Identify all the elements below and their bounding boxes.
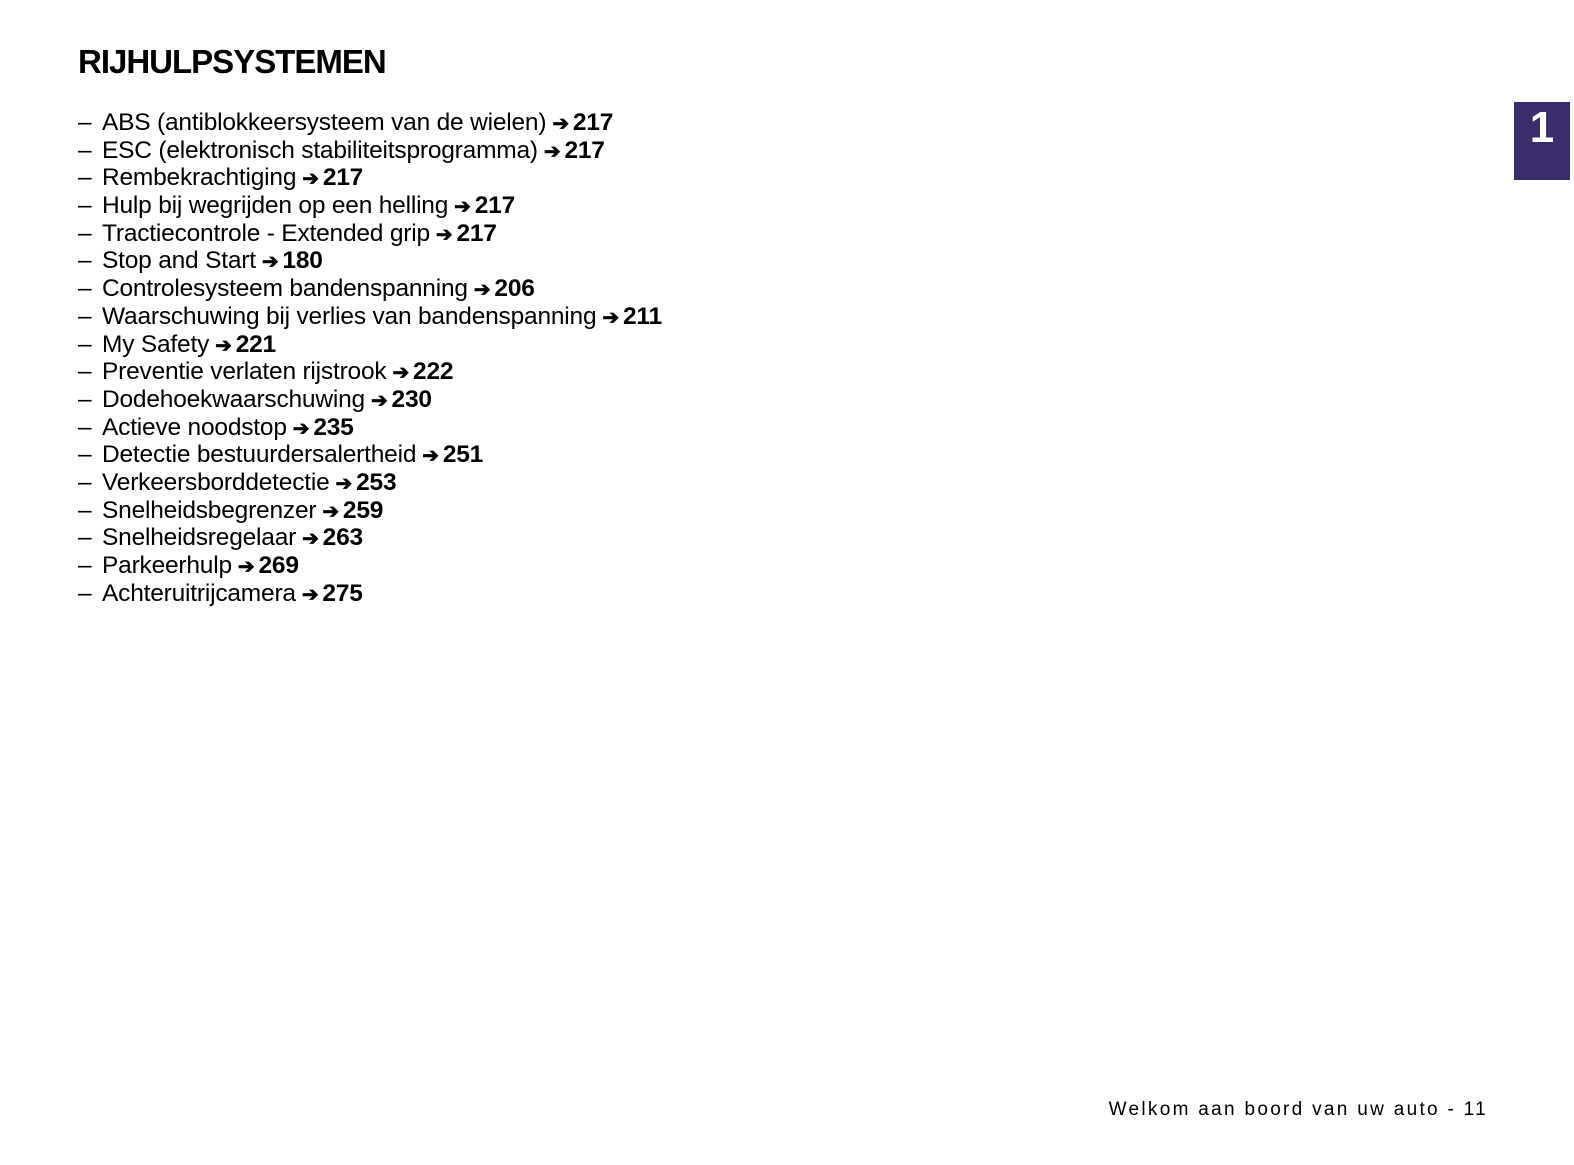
bullet-dash: – — [78, 358, 92, 386]
bullet-dash: – — [78, 413, 92, 441]
item-label: My Safety — [102, 330, 210, 358]
chapter-tab: 1 — [1514, 102, 1570, 180]
arrow-right-icon: ➔ — [454, 196, 471, 219]
item-label: Snelheidsbegrenzer — [102, 496, 317, 524]
page-reference[interactable]: 235 — [313, 413, 354, 441]
page-reference[interactable]: 180 — [282, 247, 323, 275]
list-item[interactable]: – Preventie verlaten rijstrook ➔ 222 — [78, 358, 662, 386]
list-item[interactable]: – Controlesysteem bandenspanning ➔ 206 — [78, 275, 662, 303]
page-reference[interactable]: 222 — [413, 358, 454, 386]
list-item[interactable]: – Achteruitrijcamera ➔ 275 — [78, 580, 662, 608]
page-reference[interactable]: 217 — [572, 109, 614, 136]
item-label: Waarschuwing bij verlies van bandenspann… — [102, 302, 597, 330]
list-item[interactable]: – Rembekrachtiging ➔ 217 — [78, 164, 662, 192]
item-label: Controlesysteem bandenspanning — [102, 275, 468, 303]
arrow-right-icon: ➔ — [301, 583, 319, 606]
list-item[interactable]: – Dodehoekwaarschuwing ➔ 230 — [78, 386, 662, 414]
item-label: Preventie verlaten rijstrook — [102, 358, 387, 386]
item-label: ESC (elektronisch stabiliteitsprogramma) — [102, 136, 538, 164]
page-reference[interactable]: 253 — [356, 468, 397, 496]
arrow-right-icon: ➔ — [543, 140, 561, 163]
page-title: RIJHULPSYSTEMEN — [78, 43, 387, 80]
list-item[interactable]: – Parkeerhulp ➔ 269 — [78, 552, 662, 580]
item-label: Actieve noodstop — [102, 413, 287, 441]
arrow-right-icon: ➔ — [322, 500, 339, 523]
item-label: Parkeerhulp — [102, 552, 232, 579]
page-reference[interactable]: 217 — [456, 219, 497, 247]
bullet-dash: – — [78, 524, 92, 552]
page-reference[interactable]: 217 — [474, 192, 516, 220]
bullet-dash: – — [78, 496, 92, 524]
page-reference[interactable]: 221 — [235, 330, 276, 358]
bullet-dash: – — [78, 330, 92, 358]
arrow-right-icon: ➔ — [370, 389, 388, 412]
arrow-right-icon: ➔ — [261, 251, 279, 274]
bullet-dash: – — [78, 385, 92, 413]
list-item[interactable]: – Waarschuwing bij verlies van bandenspan… — [78, 303, 662, 331]
page-footer: Welkom aan boord van uw auto - 11 — [1108, 1099, 1488, 1120]
page-reference[interactable]: 263 — [322, 524, 363, 552]
list-item[interactable]: – Detectie bestuurdersalertheid ➔ 251 — [78, 441, 662, 469]
list-item[interactable]: – Verkeersborddetectie ➔ 253 — [78, 469, 662, 497]
arrow-right-icon: ➔ — [302, 168, 319, 191]
arrow-right-icon: ➔ — [552, 113, 569, 135]
arrow-right-icon: ➔ — [335, 472, 353, 495]
bullet-dash: – — [78, 219, 92, 247]
list-item[interactable]: – Hulp bij wegrijden op een helling ➔ 217 — [78, 192, 662, 220]
item-label: Verkeersborddetectie — [102, 468, 330, 496]
item-label: Dodehoekwaarschuwing — [102, 385, 365, 413]
bullet-dash: – — [78, 441, 92, 469]
page-reference[interactable]: 206 — [494, 275, 535, 303]
arrow-right-icon: ➔ — [237, 556, 255, 578]
page-reference[interactable]: 275 — [322, 579, 363, 607]
bullet-dash: – — [78, 164, 92, 192]
item-label: ABS (antiblokkeersysteem van de wielen) — [102, 109, 547, 136]
item-label: Tractiecontrole - Extended grip — [102, 219, 430, 247]
list-item[interactable]: – Actieve noodstop ➔ 235 — [78, 414, 662, 442]
bullet-dash: – — [78, 275, 92, 303]
list-item[interactable]: – ABS (antiblokkeersysteem van de wielen)… — [78, 109, 662, 137]
arrow-right-icon: ➔ — [292, 417, 310, 440]
item-label: Detectie bestuurdersalertheid — [102, 441, 417, 469]
list-item[interactable]: – Stop and Start ➔ 180 — [78, 247, 662, 275]
bullet-dash: – — [78, 468, 92, 496]
item-label: Snelheidsregelaar — [102, 524, 297, 552]
page-reference[interactable]: 230 — [391, 385, 432, 413]
bullet-dash: – — [78, 302, 92, 330]
bullet-dash: – — [78, 247, 92, 275]
page-reference[interactable]: 211 — [622, 302, 662, 330]
arrow-right-icon: ➔ — [302, 528, 319, 551]
page-reference[interactable]: 269 — [258, 552, 299, 579]
arrow-right-icon: ➔ — [215, 334, 232, 357]
page-reference[interactable]: 251 — [442, 441, 484, 469]
bullet-dash: – — [78, 192, 92, 220]
page-reference[interactable]: 217 — [322, 164, 364, 192]
arrow-right-icon: ➔ — [473, 279, 491, 302]
item-label: Achteruitrijcamera — [102, 579, 296, 607]
list-item[interactable]: – Snelheidsregelaar ➔ 263 — [78, 524, 662, 552]
list-item[interactable]: – Snelheidsbegrenzer ➔ 259 — [78, 497, 662, 525]
bullet-dash: – — [78, 136, 92, 164]
arrow-right-icon: ➔ — [435, 223, 453, 246]
page-reference[interactable]: 217 — [564, 136, 605, 164]
item-label: Hulp bij wegrijden op een helling — [102, 192, 449, 220]
list-item[interactable]: – Tractiecontrole - Extended grip ➔ 217 — [78, 220, 662, 248]
list-item[interactable]: – ESC (elektronisch stabiliteitsprogramma… — [78, 137, 662, 165]
bullet-dash: – — [78, 109, 92, 136]
arrow-right-icon: ➔ — [422, 445, 439, 468]
list-item[interactable]: – My Safety ➔ 221 — [78, 331, 662, 359]
page-reference[interactable]: 259 — [342, 496, 384, 524]
driving-aids-list: – ABS (antiblokkeersysteem van de wielen)… — [78, 109, 662, 607]
item-label: Stop and Start — [102, 247, 256, 275]
item-label: Rembekrachtiging — [102, 164, 297, 192]
bullet-dash: – — [78, 579, 92, 607]
bullet-dash: – — [78, 552, 92, 579]
arrow-right-icon: ➔ — [602, 306, 619, 329]
arrow-right-icon: ➔ — [392, 362, 410, 385]
